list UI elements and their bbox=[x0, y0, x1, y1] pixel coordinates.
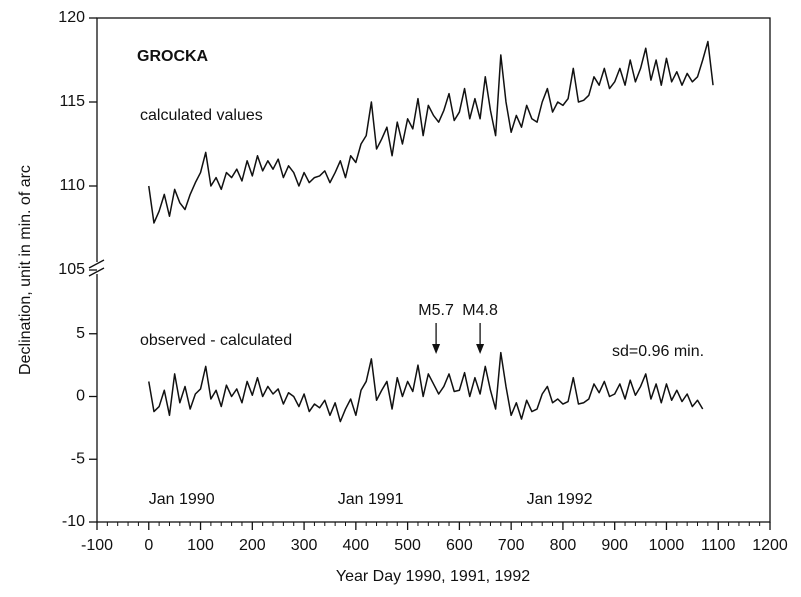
chart-title: GROCKA bbox=[137, 48, 209, 65]
x-tick-label: 400 bbox=[342, 537, 369, 554]
x-tick-label: 600 bbox=[446, 537, 473, 554]
x-tick-label: 1000 bbox=[649, 537, 685, 554]
y-axis-title: Declination, unit in min. of arc bbox=[17, 165, 34, 375]
axis-break bbox=[88, 267, 105, 277]
x-tick-label: 700 bbox=[498, 537, 525, 554]
y-tick-label: 120 bbox=[58, 9, 85, 26]
x-tick-label: 800 bbox=[550, 537, 577, 554]
series-label: observed - calculated bbox=[140, 332, 292, 349]
data-line bbox=[148, 40, 714, 224]
event-label: M5.7 bbox=[418, 302, 454, 319]
date-label: Jan 1991 bbox=[338, 491, 404, 508]
x-tick-label: 900 bbox=[601, 537, 628, 554]
axis-break bbox=[88, 259, 105, 269]
x-tick-label: 0 bbox=[144, 537, 153, 554]
x-tick-label: 200 bbox=[239, 537, 266, 554]
x-axis-title: Year Day 1990, 1991, 1992 bbox=[336, 568, 530, 585]
y-tick-label: 0 bbox=[76, 388, 85, 405]
x-tick-label: 100 bbox=[187, 537, 214, 554]
date-label: Jan 1992 bbox=[527, 491, 593, 508]
x-tick-label: 500 bbox=[394, 537, 421, 554]
event-arrowhead bbox=[476, 344, 485, 354]
y-tick-label: 110 bbox=[59, 177, 85, 194]
date-label: Jan 1990 bbox=[149, 491, 215, 508]
event-arrowhead bbox=[432, 344, 441, 354]
x-tick-label: 1100 bbox=[701, 537, 736, 554]
y-tick-label: -10 bbox=[62, 513, 85, 530]
y-tick-label: 5 bbox=[76, 325, 85, 342]
x-tick-label: 300 bbox=[291, 537, 318, 554]
series-label: calculated values bbox=[140, 107, 263, 124]
y-tick-label: 115 bbox=[59, 93, 85, 110]
x-tick-label: 1200 bbox=[752, 537, 788, 554]
event-label: M4.8 bbox=[462, 302, 498, 319]
annotation: sd=0.96 min. bbox=[612, 343, 704, 360]
x-tick-label: -100 bbox=[81, 537, 113, 554]
data-line bbox=[148, 351, 704, 423]
plot-frame bbox=[96, 17, 771, 523]
y-tick-label: -5 bbox=[71, 450, 85, 467]
y-tick-label: 105 bbox=[58, 261, 85, 278]
